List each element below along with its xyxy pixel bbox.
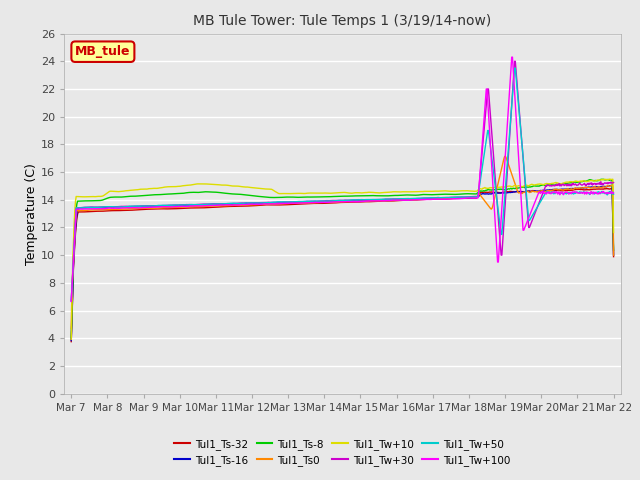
Legend: Tul1_Ts-32, Tul1_Ts-16, Tul1_Ts-8, Tul1_Ts0, Tul1_Tw+10, Tul1_Tw+30, Tul1_Tw+50,: Tul1_Ts-32, Tul1_Ts-16, Tul1_Ts-8, Tul1_… xyxy=(170,435,515,470)
Title: MB Tule Tower: Tule Temps 1 (3/19/14-now): MB Tule Tower: Tule Temps 1 (3/19/14-now… xyxy=(193,14,492,28)
Y-axis label: Temperature (C): Temperature (C) xyxy=(25,163,38,264)
Text: MB_tule: MB_tule xyxy=(75,45,131,58)
